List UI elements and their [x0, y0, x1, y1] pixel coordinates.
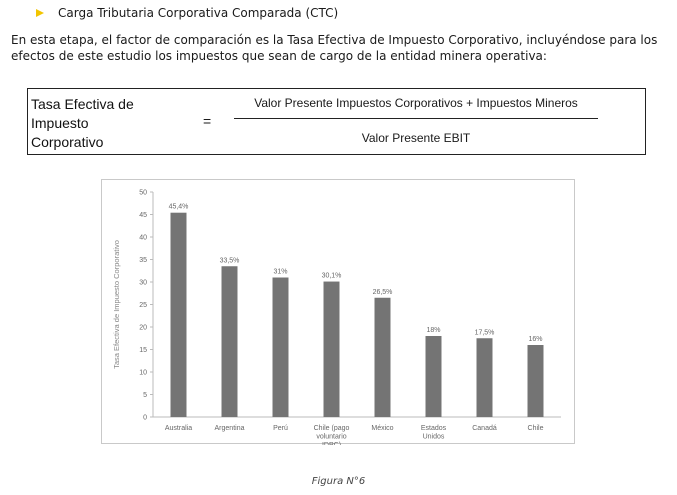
bar: [170, 212, 187, 417]
bar: [527, 345, 544, 417]
equals-sign: =: [203, 113, 212, 129]
figure-caption: Figura N°6: [311, 476, 366, 487]
heading-row: Carga Tributaria Corporativa Comparada (…: [36, 6, 338, 20]
y-tick-label: 0: [143, 415, 147, 422]
y-tick-label: 35: [139, 257, 147, 264]
x-tick-label: IDPC): [322, 442, 341, 445]
bar: [323, 281, 340, 417]
x-tick-label: Argentina: [215, 425, 245, 432]
bar-data-label: 33,5%: [220, 257, 240, 264]
bar-data-label: 17,5%: [475, 329, 495, 336]
section-heading: Carga Tributaria Corporativa Comparada (…: [58, 6, 339, 20]
formula-box: Tasa Efectiva de Impuesto Corporativo = …: [27, 88, 646, 155]
x-tick-label: Chile (pago: [314, 425, 350, 432]
triangle-bullet-icon: [36, 9, 44, 17]
fraction-line: [234, 118, 598, 119]
x-tick-label: Perú: [273, 425, 288, 432]
bar: [221, 266, 238, 417]
formula-denominator: Valor Presente EBIT: [361, 131, 471, 145]
y-tick-label: 40: [139, 235, 147, 242]
bar: [272, 277, 289, 417]
formula-lhs-line: Tasa Efectiva de: [31, 96, 134, 112]
y-tick-label: 15: [139, 347, 147, 354]
bar-data-label: 30,1%: [322, 273, 342, 280]
x-tick-label: Chile: [528, 425, 544, 432]
bar-data-label: 18%: [426, 327, 440, 334]
y-tick-label: 30: [139, 280, 147, 287]
bar-data-label: 31%: [273, 269, 287, 276]
bar-data-label: 26,5%: [373, 289, 393, 296]
x-tick-label: Unidos: [423, 434, 445, 441]
y-axis-title: Tasa Efectiva de Impuesto Corporativo: [112, 240, 121, 369]
formula-lhs-line: Corporativo: [31, 134, 104, 150]
chart-frame: 0 5 10 15 20 25 30 35 40 45 50 Tasa Efectiva de Imp…: [101, 179, 575, 445]
y-tick-label: 20: [139, 325, 147, 332]
intro-paragraph: En esta etapa, el factor de comparación …: [11, 33, 658, 63]
y-tick-label: 10: [139, 370, 147, 377]
x-tick-label: Australia: [165, 425, 192, 432]
x-tick-label: Canadá: [472, 425, 497, 432]
bar-data-label: 16%: [528, 336, 542, 343]
bar-data-label: 45,4%: [169, 204, 189, 211]
y-tick-label: 25: [139, 302, 147, 309]
bar: [476, 338, 493, 417]
y-tick-label: 50: [139, 190, 147, 197]
formula-lhs-line: Impuesto: [31, 115, 89, 131]
bar: [425, 336, 442, 417]
y-tick-label: 5: [143, 392, 147, 399]
formula-numerator: Valor Presente Impuestos Corporativos + …: [254, 96, 578, 110]
bar-chart: 0 5 10 15 20 25 30 35 40 45 50 Tasa Efectiva de Imp…: [112, 190, 561, 445]
y-tick-label: 45: [139, 212, 147, 219]
bar: [374, 297, 391, 417]
x-tick-label: Estados: [421, 425, 447, 432]
x-tick-label: México: [371, 425, 393, 432]
x-tick-label: voluntario: [316, 434, 346, 441]
formula-lhs: Tasa Efectiva de Impuesto Corporativo: [31, 95, 171, 152]
